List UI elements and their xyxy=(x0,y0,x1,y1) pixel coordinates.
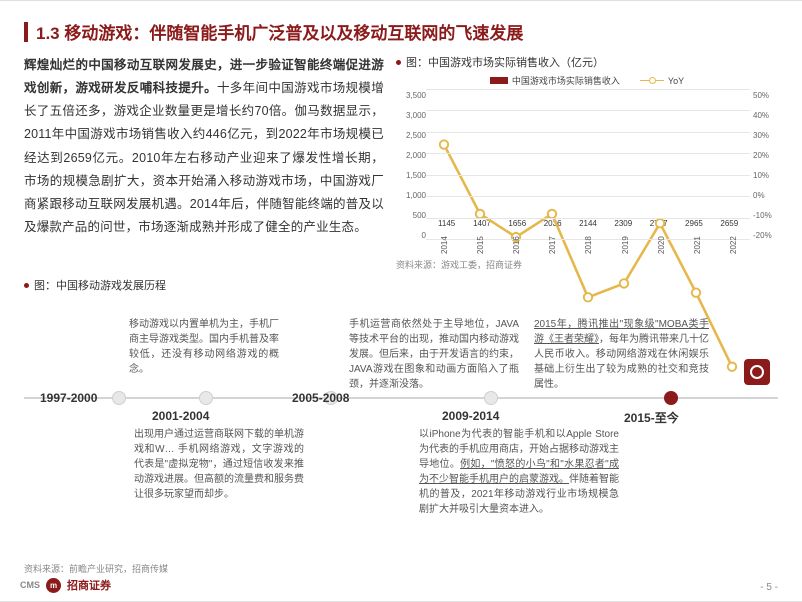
legend-line-label: YoY xyxy=(668,76,684,86)
timeline-year: 1997-2000 xyxy=(40,391,97,405)
page-number: - 5 - xyxy=(760,582,778,593)
timeline-caption: 图：中国移动游戏发展历程 xyxy=(34,277,166,293)
legend-line-swatch xyxy=(640,80,664,81)
timeline-node xyxy=(199,391,213,405)
legend-bar-label: 中国游戏市场实际销售收入 xyxy=(512,74,620,87)
timeline-text: 移动游戏以内置单机为主，手机厂商主导游戏类型。国内手机普及率较低，还没有移动网络… xyxy=(129,317,279,377)
bars-group: 114514071656203621442309278729652659 xyxy=(426,89,750,239)
caption-dot-icon xyxy=(396,60,401,65)
timeline-node xyxy=(112,391,126,405)
timeline-end-marker-icon xyxy=(744,359,770,385)
chart-caption-row: 图：中国游戏市场实际销售收入（亿元） xyxy=(396,54,778,70)
timeline-year: 2005-2008 xyxy=(292,391,349,405)
timeline-text: 以iPhone为代表的智能手机和以Apple Store为代表的手机应用商店，开… xyxy=(419,427,619,517)
footer-brand: 招商证券 xyxy=(67,577,111,593)
logo-icon: m xyxy=(46,578,61,593)
body-paragraph: 辉煌灿烂的中国移动互联网发展史，进一步验证智能终端促进游戏创新，游戏研发反哺科技… xyxy=(24,54,384,271)
timeline-node xyxy=(484,391,498,405)
y-axis-left: 3,5003,0002,5002,0001,5001,0005000 xyxy=(396,89,426,254)
bar-line-chart: 3,5003,0002,5002,0001,5001,0005000 11451… xyxy=(396,89,778,254)
y-axis-right: 50%40%30%20%10%0%-10%-20% xyxy=(750,89,778,254)
chart-source: 资料来源：游戏工委，招商证券 xyxy=(396,258,778,271)
top-area: 辉煌灿烂的中国移动互联网发展史，进一步验证智能终端促进游戏创新，游戏研发反哺科技… xyxy=(24,54,778,271)
timeline-node xyxy=(664,391,678,405)
title-row: 1.3 移动游戏：伴随智能手机广泛普及以及移动互联网的飞速发展 xyxy=(24,19,778,44)
legend-bar: 中国游戏市场实际销售收入 xyxy=(490,74,620,87)
legend-bar-swatch xyxy=(490,77,508,84)
title-accent-bar xyxy=(24,22,28,42)
footer-cms: CMS xyxy=(20,580,40,590)
timeline-year: 2001-2004 xyxy=(152,409,209,423)
chart-caption: 图：中国游戏市场实际销售收入（亿元） xyxy=(406,54,604,70)
timeline-year: 2015-至今 xyxy=(624,409,679,426)
slide: 1.3 移动游戏：伴随智能手机广泛普及以及移动互联网的飞速发展 辉煌灿烂的中国移… xyxy=(0,0,802,602)
timeline: 1997-2000 移动游戏以内置单机为主，手机厂商主导游戏类型。国内手机普及率较… xyxy=(24,299,778,517)
page-title: 1.3 移动游戏：伴随智能手机广泛普及以及移动互联网的飞速发展 xyxy=(36,19,523,44)
timeline-year: 2009-2014 xyxy=(442,409,499,423)
plot-area: 114514071656203621442309278729652659 xyxy=(426,89,750,240)
caption-dot-icon xyxy=(24,283,29,288)
chart-block: 图：中国游戏市场实际销售收入（亿元） 中国游戏市场实际销售收入 YoY 3,50… xyxy=(396,54,778,271)
timeline-text: 2015年，腾讯推出"现象级"MOBA类手游《王者荣耀》，每年为腾讯带来几十亿人… xyxy=(534,317,709,392)
timeline-source: 资料来源：前瞻产业研究，招商传媒 xyxy=(24,562,168,575)
x-axis-ticks: 201420152016201720182019202020212022 xyxy=(426,241,752,254)
timeline-caption-row: 图：中国移动游戏发展历程 xyxy=(24,277,778,293)
legend-line: YoY xyxy=(640,74,684,87)
chart-legend: 中国游戏市场实际销售收入 YoY xyxy=(396,74,778,87)
timeline-text: 手机运营商依然处于主导地位，JAVA等技术平台的出现，推动国内移动游戏发展。但后… xyxy=(349,317,519,392)
footer: CMS m 招商证券 xyxy=(20,577,111,593)
body-rest: 十多年间中国游戏市场规模增长了五倍还多，游戏企业数量更是增长约70倍。伽马数据显… xyxy=(24,81,384,234)
timeline-text: 出现用户通过运营商联网下载的单机游戏和W… 手机网络游戏，文字游戏的代表是"虚拟… xyxy=(134,427,304,502)
